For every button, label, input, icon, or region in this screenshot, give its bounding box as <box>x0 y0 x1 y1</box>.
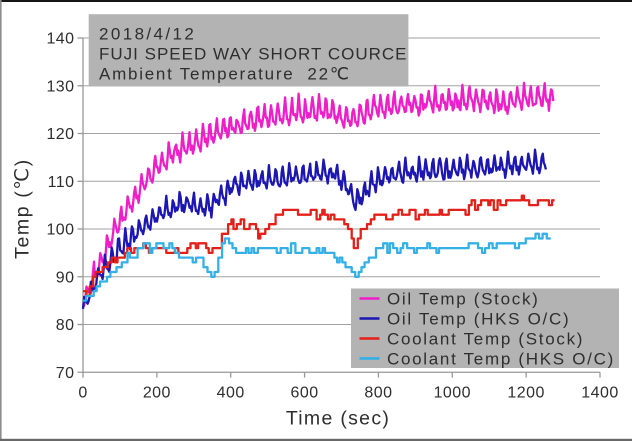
svg-text:600: 600 <box>291 385 319 402</box>
svg-text:1400: 1400 <box>581 385 618 402</box>
svg-text:90: 90 <box>56 269 75 286</box>
svg-text:Coolant Temp (HKS O/C): Coolant Temp (HKS O/C) <box>387 350 615 369</box>
svg-text:2018/4/12: 2018/4/12 <box>99 25 196 44</box>
svg-text:Temp (℃): Temp (℃) <box>12 158 34 259</box>
svg-text:400: 400 <box>217 385 245 402</box>
svg-text:130: 130 <box>46 78 74 95</box>
svg-text:140: 140 <box>46 31 74 48</box>
svg-text:200: 200 <box>143 385 171 402</box>
svg-text:FUJI SPEED WAY SHORT COURCE: FUJI SPEED WAY SHORT COURCE <box>99 45 408 64</box>
svg-text:800: 800 <box>364 385 392 402</box>
svg-text:Ambient Temperature 22℃: Ambient Temperature 22℃ <box>99 64 351 83</box>
svg-text:110: 110 <box>48 174 75 191</box>
svg-text:Oil Temp (HKS O/C): Oil Temp (HKS O/C) <box>387 310 570 329</box>
svg-text:1000: 1000 <box>434 385 471 402</box>
svg-text:1200: 1200 <box>507 385 544 402</box>
svg-text:100: 100 <box>46 222 74 239</box>
svg-text:Coolant Temp (Stock): Coolant Temp (Stock) <box>387 330 584 349</box>
svg-text:120: 120 <box>46 126 74 143</box>
svg-text:Time (sec): Time (sec) <box>286 408 390 430</box>
svg-text:Oil Temp (Stock): Oil Temp (Stock) <box>387 290 540 309</box>
svg-text:80: 80 <box>56 317 75 334</box>
svg-text:0: 0 <box>78 385 87 402</box>
svg-text:70: 70 <box>56 365 75 382</box>
